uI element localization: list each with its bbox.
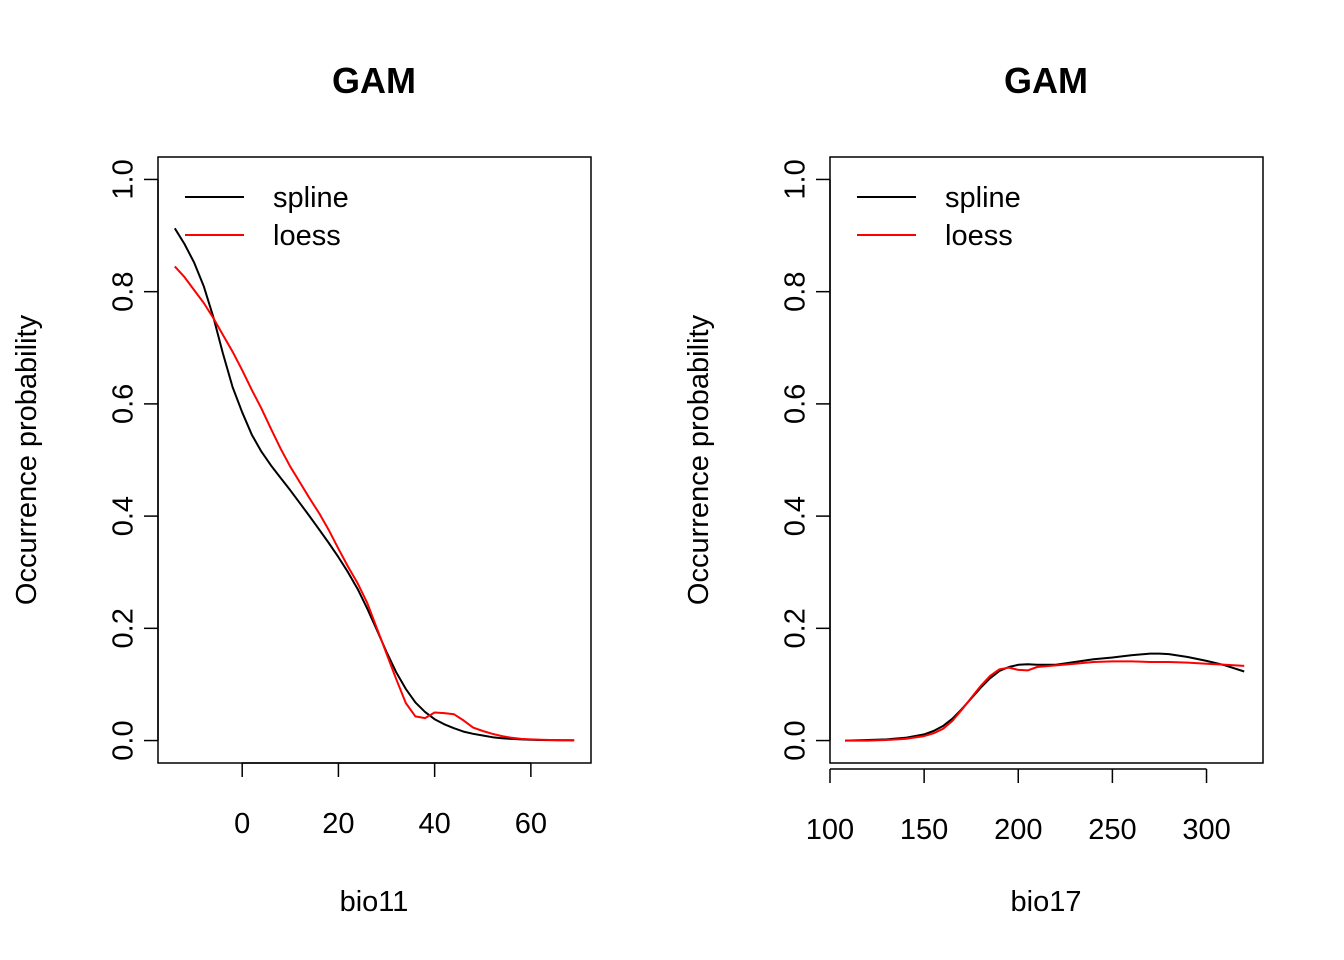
legend-label-loess: loess	[273, 220, 341, 252]
y-tick-label: 1.0	[108, 159, 140, 199]
x-tick-label: 200	[994, 814, 1042, 846]
legend-label-spline: spline	[945, 182, 1021, 214]
legend: spline loess	[857, 182, 1021, 252]
chart-title: GAM	[332, 60, 416, 101]
x-tick-label: 100	[806, 814, 854, 846]
legend-label-spline: spline	[273, 182, 349, 214]
series-line-spline	[173, 227, 575, 742]
y-axis: 0.0 0.2 0.4 0.6 0.8 1.0	[108, 159, 159, 761]
y-tick-label: 0.0	[108, 720, 140, 760]
y-tick-label: 0.8	[780, 272, 812, 312]
series-lines	[173, 227, 575, 742]
x-tick-label: 150	[900, 814, 948, 846]
x-tick-label: 300	[1182, 814, 1230, 846]
panel-bio17: GAM 100 150 200 250 300 0.0 0.2 0.4 0.6 0.8 1.0 s…	[683, 60, 1264, 918]
legend-label-loess: loess	[945, 220, 1013, 252]
y-axis-label: Occurrence probability	[683, 314, 715, 605]
x-tick-label: 0	[234, 808, 250, 840]
y-tick-label: 0.8	[108, 272, 140, 312]
x-axis-label: bio17	[1011, 886, 1082, 918]
y-tick-label: 0.2	[780, 608, 812, 648]
chart-title: GAM	[1004, 60, 1088, 101]
x-axis-label: bio11	[340, 886, 409, 918]
y-axis: 0.0 0.2 0.4 0.6 0.8 1.0	[780, 159, 831, 761]
y-tick-label: 0.2	[108, 608, 140, 648]
y-tick-label: 0.0	[780, 720, 812, 760]
series-line-loess	[174, 265, 575, 742]
plot-frame	[829, 156, 1264, 764]
x-axis: 0 20 40 60	[234, 762, 547, 840]
x-tick-label: 40	[419, 808, 451, 840]
series-line-loess	[845, 660, 1245, 742]
panel-bio11: GAM 0 20 40 60 0.0 0.2 0.4 0.6 0.8 1.0 spline loe…	[11, 60, 592, 918]
y-tick-label: 1.0	[780, 159, 812, 199]
y-tick-label: 0.6	[108, 384, 140, 424]
y-tick-label: 0.6	[780, 384, 812, 424]
y-axis-label: Occurrence probability	[11, 314, 43, 605]
x-tick-label: 20	[322, 808, 354, 840]
y-tick-label: 0.4	[780, 496, 812, 536]
series-line-spline	[845, 652, 1245, 742]
series-lines	[845, 652, 1245, 742]
x-tick-label: 250	[1088, 814, 1136, 846]
plot-frame	[157, 156, 592, 764]
x-tick-label: 60	[515, 808, 547, 840]
x-axis: 100 150 200 250 300	[806, 768, 1231, 846]
legend: spline loess	[185, 182, 349, 252]
y-tick-label: 0.4	[108, 496, 140, 536]
